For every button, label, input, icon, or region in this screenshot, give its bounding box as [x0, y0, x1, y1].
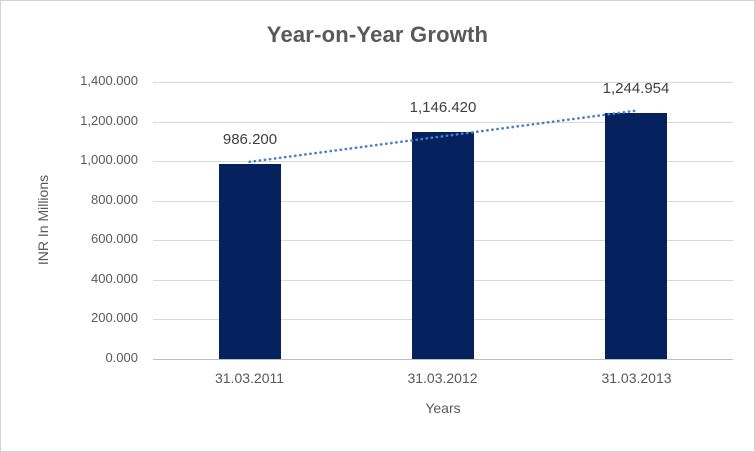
- y-tick-label: 200.000: [91, 310, 138, 325]
- y-tick-label: 1,400.000: [80, 73, 138, 88]
- x-tick-label: 31.03.2013: [601, 370, 672, 386]
- bar-data-label: 1,146.420: [409, 99, 477, 116]
- chart-title: Year-on-Year Growth: [266, 22, 489, 47]
- bar: [219, 164, 281, 359]
- x-tick-label: 31.03.2011: [214, 370, 285, 386]
- x-axis-line: [153, 359, 733, 360]
- y-tick-label: 600.000: [91, 231, 138, 246]
- bar-data-label: 1,244.954: [602, 80, 670, 97]
- y-tick-label: 0.000: [105, 350, 138, 365]
- bar: [605, 113, 667, 359]
- x-tick-label: 31.03.2012: [407, 370, 478, 386]
- y-tick-label: 1,200.000: [80, 113, 138, 128]
- y-tick-label: 800.000: [91, 192, 138, 207]
- bar-data-label: 986.200: [222, 131, 278, 148]
- bar: [412, 132, 474, 359]
- y-tick-label: 1,000.000: [80, 152, 138, 167]
- x-axis-title: Years: [425, 400, 461, 416]
- y-tick-label: 400.000: [91, 271, 138, 286]
- y-axis-title: INR In Millions: [35, 174, 51, 266]
